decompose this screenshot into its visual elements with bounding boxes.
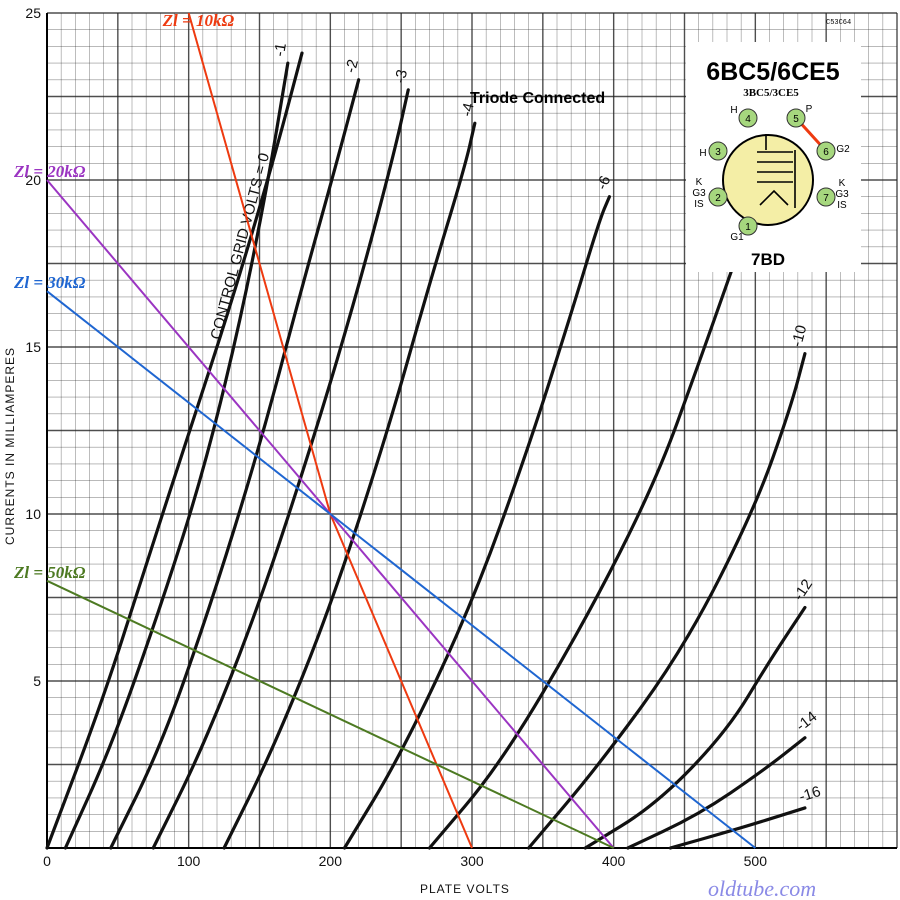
load-line — [46, 579, 615, 849]
grid-curve — [222, 121, 477, 850]
grid-curve — [151, 88, 410, 850]
base-code: 7BD — [751, 250, 785, 269]
tube-title: 6BC5/6CE5 — [706, 58, 839, 86]
load-line-label: Zl = 10kΩ — [162, 11, 235, 30]
pin-label: P — [806, 104, 813, 115]
pin-circle — [816, 187, 836, 207]
pin-circle — [738, 108, 758, 128]
grid-curve — [109, 78, 361, 850]
pin-label: K G3 IS — [692, 177, 706, 210]
pin-label: H — [730, 105, 737, 116]
pin-number: 1 — [745, 222, 751, 233]
y-tick-label: 20 — [25, 172, 41, 188]
pin-label: G2 — [836, 144, 850, 155]
curve-label: -4 — [458, 101, 478, 118]
chart-grid — [46, 12, 898, 849]
curve-label: -12 — [790, 576, 816, 603]
pin-number: 2 — [715, 193, 721, 204]
x-tick-label: 400 — [602, 853, 626, 869]
pin-circle — [708, 187, 728, 207]
x-tick-label: 200 — [319, 853, 343, 869]
annotation-triode-connected: Triode Connected — [470, 90, 605, 107]
x-tick-label: 0 — [43, 853, 51, 869]
y-tick-label: 10 — [25, 506, 41, 522]
grid-curve — [527, 352, 807, 850]
curve-label: -2 — [342, 58, 362, 75]
grid-curve — [427, 261, 736, 850]
doc-code: C53C64 — [826, 19, 851, 27]
curve-label: -10 — [788, 323, 810, 348]
pin-label: K G3 IS — [835, 178, 849, 211]
pin-label: G1 — [730, 232, 744, 243]
y-tick-label: 25 — [25, 5, 41, 21]
y-axis-title: CURRENTS IN MILLIAMPERES — [3, 347, 17, 545]
pin-number: 7 — [823, 193, 829, 204]
load-line-label: Zl = 20kΩ — [13, 162, 86, 181]
x-tick-label: 500 — [744, 853, 768, 869]
load-lines: Zl = 10kΩ Zl = 20kΩ Zl = 30kΩ Zl = 50kΩ — [13, 11, 756, 849]
x-tick-label: 100 — [177, 853, 201, 869]
x-axis-title: PLATE VOLTS — [420, 882, 510, 896]
y-tick-label: 15 — [25, 339, 41, 355]
load-line-label: Zl = 50kΩ — [13, 563, 86, 582]
curve-label: -16 — [797, 783, 823, 806]
load-line-label: Zl = 30kΩ — [13, 273, 86, 292]
pin-circle — [816, 141, 836, 161]
curve-label: -6 — [593, 173, 614, 192]
pin-circle — [738, 216, 758, 236]
grid-curve — [45, 51, 304, 850]
tube-subtitle: 3BC5/3CE5 — [743, 87, 799, 99]
pin-number: 3 — [715, 147, 721, 158]
pin-label: H — [699, 148, 706, 159]
pin-number: 4 — [745, 114, 751, 125]
curve-label: -3 — [392, 68, 411, 85]
load-line — [46, 290, 756, 849]
tube-envelope — [722, 134, 814, 226]
pin-circle — [708, 141, 728, 161]
pin-circle — [786, 108, 806, 128]
grid-curve — [668, 806, 807, 850]
electrode-sketch — [757, 134, 796, 208]
pin-number: 5 — [793, 114, 799, 125]
curve-label: -1 — [271, 42, 290, 58]
grid-curve — [583, 605, 807, 850]
pin-number: 6 — [823, 147, 829, 158]
watermark: oldtube.com — [708, 876, 816, 900]
grid-curve — [342, 195, 612, 850]
x-tick-label: 300 — [460, 853, 484, 869]
grid-curve — [63, 61, 290, 850]
y-tick-label: 5 — [33, 673, 41, 689]
